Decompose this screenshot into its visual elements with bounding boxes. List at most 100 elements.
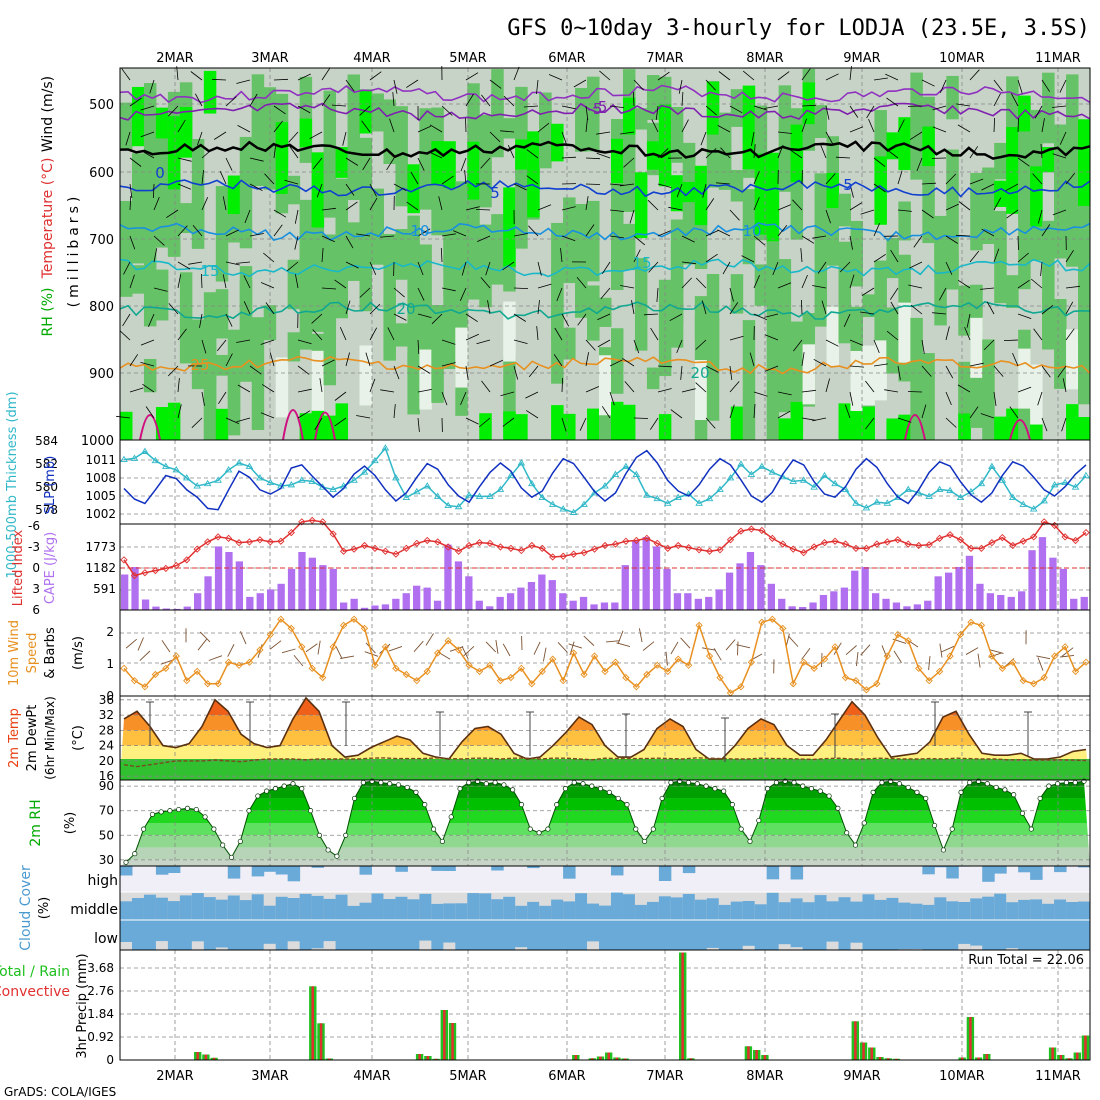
pressure-tick: 500	[89, 98, 114, 113]
wind-barb	[321, 287, 337, 290]
top-date-label: 5MAR	[449, 51, 486, 66]
wind-barb	[1037, 391, 1043, 406]
cape-bar	[225, 552, 233, 610]
rh-low-cell	[1066, 329, 1079, 390]
wind-barb	[835, 156, 851, 159]
lifted-index-point	[496, 543, 505, 551]
wind-barb	[955, 234, 971, 237]
cloud-low-cell	[167, 920, 181, 950]
cape-ylabel: CAPE (J/kg)	[43, 532, 58, 604]
rh-point	[237, 838, 243, 844]
wind-barb	[717, 125, 731, 133]
wind-barb	[812, 285, 827, 289]
wind-barb	[753, 105, 768, 111]
thickness-point	[402, 493, 411, 500]
wind-barb	[1052, 209, 1067, 216]
thickness-point	[528, 479, 536, 487]
wind-barb	[849, 274, 855, 289]
cloud-middle-cell	[1030, 899, 1043, 920]
lifted-index-point	[172, 561, 180, 570]
isotherm-label: 15	[632, 254, 651, 272]
wind-barb	[585, 183, 601, 185]
lifted-index-point	[454, 547, 463, 555]
wind-speed-point	[162, 664, 170, 672]
cloud-row-label: high	[87, 873, 118, 889]
cape-bar	[746, 552, 755, 610]
rh-low-cell	[599, 355, 612, 416]
rh-mid-cell	[587, 285, 600, 341]
wind-speed-point	[611, 658, 620, 666]
wind-barb	[705, 198, 715, 211]
thickness-point	[946, 486, 954, 494]
cape-bar	[569, 600, 577, 610]
cloud-high-cell	[287, 866, 301, 882]
thickness-point	[820, 471, 829, 479]
rh-point	[211, 826, 217, 832]
wind-barb	[695, 277, 707, 289]
precip-convective-bar	[599, 1056, 602, 1060]
cloud-low-gap	[958, 943, 971, 950]
wind-barb	[825, 105, 830, 120]
wind-barb	[417, 389, 432, 393]
surface-wind-barb	[557, 642, 568, 653]
precip-convective-bar	[895, 1058, 898, 1061]
surface-wind-barb	[701, 647, 716, 651]
wind-speed-point	[1050, 652, 1059, 660]
wind-barb	[312, 157, 323, 170]
temp-units: (°C)	[71, 725, 86, 751]
lifted-index-point	[967, 544, 975, 553]
wind-barb	[297, 365, 310, 375]
rh-high-cell	[610, 401, 624, 440]
wind-barb	[633, 249, 641, 263]
lifted-index-point	[183, 556, 191, 564]
cape-bar	[173, 608, 181, 610]
rh-band	[120, 781, 1090, 787]
precip-convective-bar	[1067, 1058, 1071, 1061]
cloud-low-cell	[622, 920, 636, 950]
wind-barb	[249, 365, 262, 375]
wind-barb	[676, 183, 683, 198]
cloud-middle-cell	[790, 898, 804, 920]
cape-tick: 1182	[85, 561, 116, 575]
temp-line	[123, 696, 1087, 760]
cloud-middle-cell	[766, 892, 780, 920]
rh-point	[325, 847, 331, 853]
rh-point	[826, 793, 832, 799]
wind-speed-point	[319, 673, 327, 682]
bottom-date-label: 9MAR	[843, 1069, 880, 1084]
wind-barb	[676, 339, 683, 354]
rh-point	[132, 851, 138, 857]
rh-mid-cell	[287, 259, 301, 310]
rh-mid-cell	[730, 89, 744, 127]
thickness-point	[350, 476, 358, 483]
wind-speed-point	[590, 652, 599, 660]
cloud-low-gap	[850, 942, 863, 950]
wind-barb	[981, 228, 995, 237]
cape-bar	[392, 598, 400, 610]
slp-tick: 1002	[85, 507, 116, 521]
cloud-low-gap	[215, 947, 229, 950]
wind-barb	[312, 329, 323, 341]
cloud-middle-cell	[191, 893, 205, 920]
wind-barb	[986, 301, 995, 315]
wind-barb	[801, 118, 807, 133]
lifted-index-point	[820, 538, 829, 547]
rh-mid-cell	[155, 269, 169, 321]
cloud-middle-cell	[455, 903, 468, 920]
wind-barb	[201, 273, 203, 289]
cloud-low-cell	[539, 920, 552, 950]
rh-high-cell	[527, 131, 540, 218]
rh-point	[756, 817, 762, 824]
wind-barb	[263, 252, 275, 263]
cloud-low-gap	[1006, 948, 1019, 950]
wind-barb	[777, 131, 792, 134]
wind-barb	[389, 118, 395, 133]
wind-barb	[417, 313, 432, 318]
cloud-middle-cell	[754, 904, 768, 920]
cloud-low-cell	[491, 920, 504, 950]
wind-barb	[764, 365, 779, 372]
rh-point	[334, 853, 340, 859]
rh-point	[343, 832, 349, 838]
surface-wind-barb	[293, 654, 304, 667]
wind-barb	[753, 391, 768, 397]
